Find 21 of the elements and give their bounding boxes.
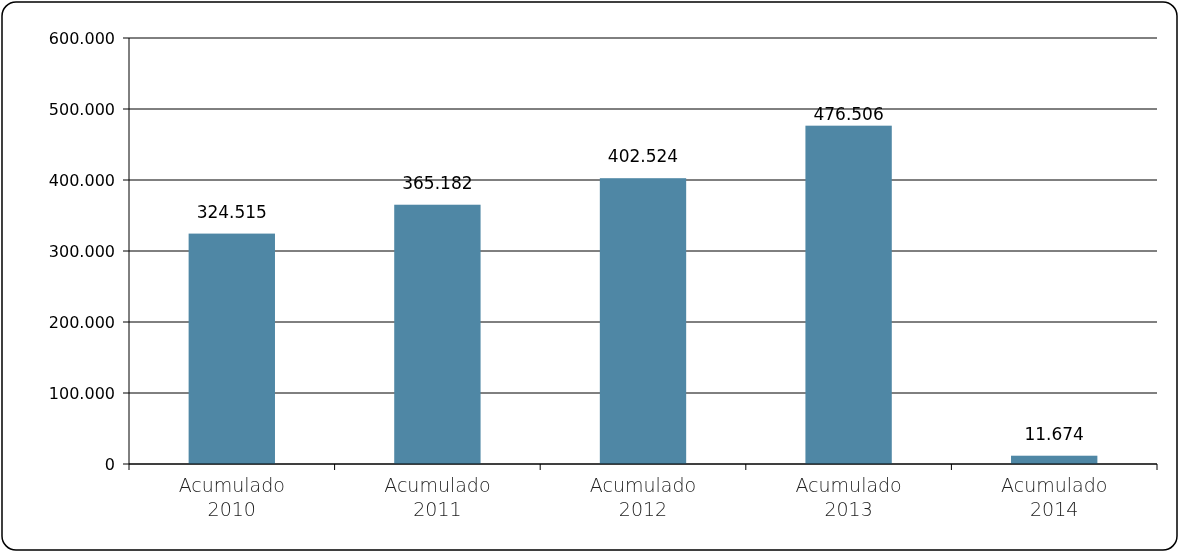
data-label: 476.506 bbox=[813, 103, 884, 124]
y-tick-label: 600.000 bbox=[48, 28, 115, 48]
data-label: 324.515 bbox=[196, 201, 267, 222]
data-label: 11.674 bbox=[1024, 423, 1084, 444]
x-tick-label: Acumulado 2010 bbox=[178, 474, 285, 520]
x-tick-label: Acumulado 2011 bbox=[384, 474, 491, 520]
y-tick-label: 100.000 bbox=[48, 383, 115, 403]
bar bbox=[394, 204, 481, 464]
y-tick-label: 400.000 bbox=[48, 170, 115, 190]
x-tick-label: Acumulado 2014 bbox=[1001, 474, 1108, 520]
bar bbox=[599, 178, 687, 464]
bar bbox=[188, 233, 275, 464]
x-tick-label: Acumulado 2012 bbox=[589, 474, 697, 520]
data-label: 402.524 bbox=[607, 146, 679, 167]
y-tick-label: 300.000 bbox=[48, 241, 115, 261]
y-tick-label: 200.000 bbox=[48, 312, 115, 332]
data-label: 365.182 bbox=[402, 172, 473, 193]
bar bbox=[805, 125, 892, 464]
y-tick-label: 0 bbox=[104, 454, 115, 474]
x-tick-label: Acumulado 2013 bbox=[795, 474, 902, 520]
y-tick-label: 500.000 bbox=[48, 99, 115, 119]
